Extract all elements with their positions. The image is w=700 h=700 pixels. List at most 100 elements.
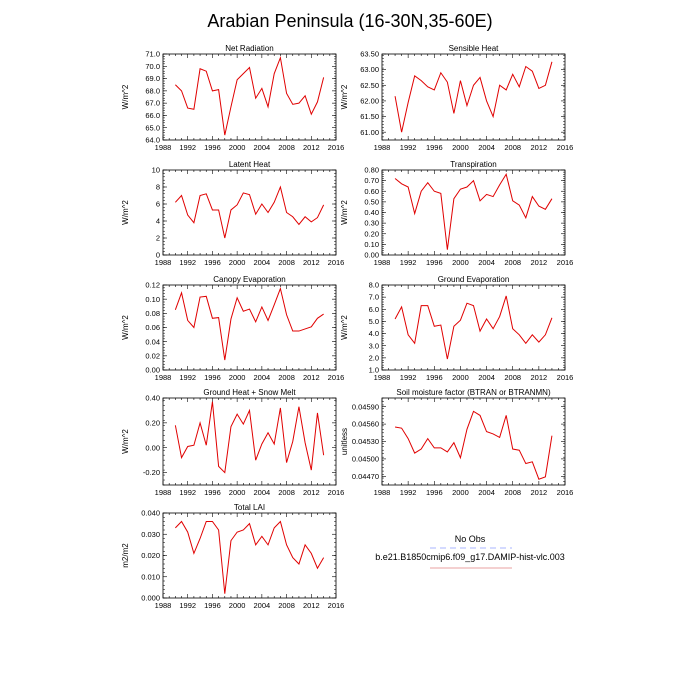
y-tick-label: 0.00 (145, 443, 160, 452)
panel-title: Ground Evaporation (438, 275, 510, 284)
x-tick-label: 2004 (254, 601, 271, 610)
x-tick-label: 2008 (278, 373, 295, 382)
panel-title: Canopy Evaporation (213, 275, 286, 284)
x-tick-label: 2008 (504, 488, 521, 497)
x-tick-label: 1988 (374, 488, 391, 497)
series-line-0 (175, 520, 325, 594)
series-line-0 (394, 61, 553, 133)
y-tick-label: 0.10 (145, 295, 160, 304)
y-tick-label: 66.0 (145, 111, 160, 120)
x-tick-label: 2012 (303, 601, 320, 610)
y-tick-label: 62.50 (360, 81, 379, 90)
y-tick-label: 6.0 (369, 305, 379, 314)
panel-title: Soil moisture factor (BTRAN or BTRANMN) (396, 388, 551, 397)
panel-frame (162, 169, 337, 256)
x-tick-label: 2008 (278, 143, 295, 152)
y-tick-label: 71.0 (145, 50, 160, 59)
y-axis-label: W/m^2 (340, 200, 349, 225)
y-tick-label: 0.00 (364, 251, 379, 260)
x-tick-label: 1988 (155, 258, 172, 267)
legend: No Obs b.e21.B1850cmip6.f09_g17.DAMIP-hi… (375, 534, 565, 569)
x-tick-label: 1996 (426, 258, 443, 267)
x-tick-label: 2004 (254, 488, 271, 497)
y-tick-label: 6 (156, 200, 160, 209)
y-tick-label: 0.040 (141, 509, 160, 518)
x-tick-label: 1988 (155, 143, 172, 152)
x-tick-label: 2016 (328, 143, 345, 152)
y-tick-label: 0.12 (145, 281, 160, 290)
x-tick-label: 1988 (374, 143, 391, 152)
y-tick-label: 0.06 (145, 323, 160, 332)
y-tick-label: 0.50 (364, 197, 379, 206)
y-axis-label: W/m^2 (121, 200, 130, 225)
panel-6: Ground Heat + Snow Melt W/m^2 1988 1992 1996… (121, 388, 344, 497)
panel-4: Canopy Evaporation W/m^2 1988 1992 1996 2000 2… (121, 275, 344, 382)
x-tick-label: 2016 (328, 601, 345, 610)
x-tick-label: 2016 (557, 488, 574, 497)
x-tick-label: 2012 (531, 373, 548, 382)
y-tick-label: 0.000 (141, 594, 160, 603)
x-tick-label: 1992 (179, 488, 196, 497)
series-line-0 (394, 172, 553, 250)
x-tick-label: 2000 (452, 143, 469, 152)
y-tick-label: 0.20 (145, 418, 160, 427)
x-tick-label: 2016 (557, 143, 574, 152)
x-tick-label: 2004 (478, 143, 495, 152)
y-tick-label: 0.04590 (352, 402, 379, 411)
x-tick-label: 2008 (278, 601, 295, 610)
x-tick-label: 2000 (229, 601, 246, 610)
x-tick-label: 2004 (254, 373, 271, 382)
y-tick-label: 7.0 (369, 293, 379, 302)
x-tick-label: 1988 (374, 373, 391, 382)
x-tick-label: 2016 (328, 373, 345, 382)
x-tick-label: 1992 (400, 373, 417, 382)
y-tick-label: 0.40 (145, 394, 160, 403)
y-tick-label: 0.04 (145, 337, 160, 346)
x-tick-label: 2016 (557, 258, 574, 267)
x-tick-label: 1996 (204, 143, 221, 152)
x-tick-label: 2012 (303, 488, 320, 497)
y-tick-label: 0.10 (364, 240, 379, 249)
panel-2: Latent Heat W/m^2 1988 1992 1996 2000 2004 2008… (121, 160, 344, 267)
x-tick-label: 2004 (478, 258, 495, 267)
panel-title: Latent Heat (229, 160, 271, 169)
x-tick-label: 2008 (504, 258, 521, 267)
x-tick-label: 2012 (303, 258, 320, 267)
y-tick-label: 0.40 (364, 208, 379, 217)
y-tick-label: 65.0 (145, 123, 160, 132)
y-tick-label: 0.60 (364, 187, 379, 196)
y-tick-label: 3.0 (369, 341, 379, 350)
x-tick-label: 1992 (179, 258, 196, 267)
y-axis-label: W/m^2 (121, 84, 130, 109)
panel-frame (381, 284, 566, 371)
panel-title: Total LAI (234, 503, 265, 512)
x-tick-label: 2004 (478, 488, 495, 497)
legend-entry-no-obs: No Obs (455, 534, 486, 544)
y-tick-label: 0.20 (364, 229, 379, 238)
y-tick-label: 0.04560 (352, 420, 379, 429)
x-tick-label: 1992 (179, 373, 196, 382)
x-tick-label: 1996 (204, 601, 221, 610)
x-tick-label: 1996 (204, 258, 221, 267)
y-tick-label: 63.00 (360, 65, 379, 74)
y-tick-label: 4.0 (369, 329, 379, 338)
y-tick-label: 62.00 (360, 97, 379, 106)
y-tick-label: 0.08 (145, 309, 160, 318)
x-tick-label: 2016 (328, 258, 345, 267)
panel-frame (381, 169, 566, 256)
x-tick-label: 2000 (452, 373, 469, 382)
y-tick-label: 61.00 (360, 128, 379, 137)
panel-0: Net Radiation W/m^2 1988 1992 1996 2000 2004 20… (121, 44, 344, 152)
series-line-0 (394, 295, 553, 360)
panel-8: Total LAI m2/m2 1988 1992 1996 2000 2004 2008 20… (121, 503, 344, 610)
series-line-0 (175, 55, 325, 136)
legend-entry-model: b.e21.B1850cmip6.f09_g17.DAMIP-hist-vlc.… (375, 552, 565, 562)
y-tick-label: 0.70 (364, 176, 379, 185)
x-tick-label: 2000 (229, 488, 246, 497)
y-tick-label: 63.50 (360, 50, 379, 59)
y-tick-label: 0.00 (145, 366, 160, 375)
y-tick-label: 0 (156, 251, 160, 260)
x-tick-label: 2008 (278, 488, 295, 497)
x-tick-label: 2000 (229, 373, 246, 382)
